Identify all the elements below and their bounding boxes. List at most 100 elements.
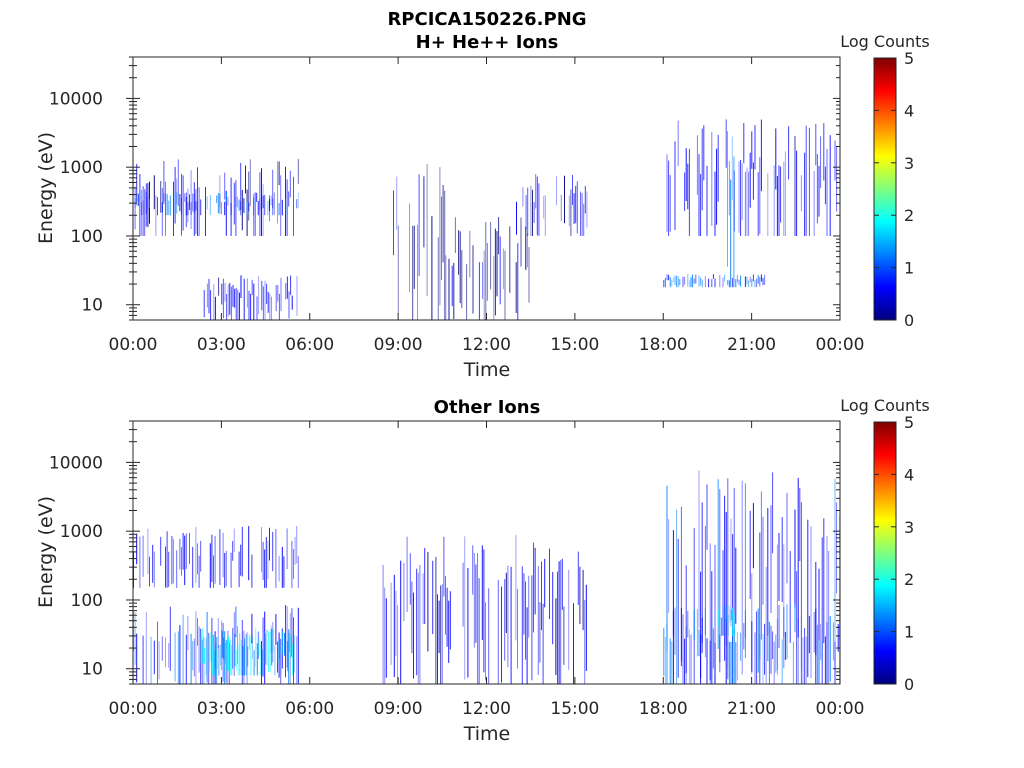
spectrogram-cell bbox=[417, 572, 419, 684]
spectrogram-cell bbox=[290, 635, 292, 659]
spectrogram-cell bbox=[677, 120, 679, 167]
spectrogram-cell bbox=[288, 191, 290, 207]
spectrogram-cell bbox=[200, 635, 202, 663]
spectrogram-cell bbox=[757, 608, 759, 673]
spectrogram-cell bbox=[233, 612, 235, 677]
spectrogram-cell bbox=[584, 600, 586, 684]
spectrogram-cell bbox=[751, 621, 753, 672]
spectrogram-cell bbox=[778, 165, 780, 236]
spectrogram-cell bbox=[243, 198, 245, 213]
spectrogram-cell bbox=[485, 602, 486, 681]
spectrogram-cell bbox=[240, 201, 242, 216]
spectrogram-cell bbox=[221, 202, 222, 215]
spectrogram-cell bbox=[449, 591, 451, 650]
spectrogram-cell bbox=[743, 623, 745, 650]
colorbar-tick-label: 2 bbox=[904, 570, 914, 589]
spectrogram-cell bbox=[528, 247, 530, 303]
spectrogram-cell bbox=[820, 136, 822, 189]
spectrogram-cell bbox=[222, 622, 224, 682]
spectrogram-cell bbox=[182, 614, 184, 684]
spectrogram-cell bbox=[224, 172, 226, 200]
spectrogram-cell bbox=[273, 192, 275, 215]
spectrogram-cell bbox=[226, 294, 228, 320]
colorbar-ticks: 0 1 2 3 4 5 bbox=[874, 413, 914, 694]
spectrogram-cell bbox=[544, 195, 546, 236]
spectrogram-cell bbox=[187, 616, 189, 651]
spectrogram-cell bbox=[250, 636, 252, 676]
spectrogram-cell bbox=[438, 600, 440, 654]
spectrogram-cell bbox=[262, 617, 264, 677]
spectrogram-cell bbox=[760, 119, 762, 192]
spectrogram-cell bbox=[517, 243, 519, 320]
spectrogram-cell bbox=[190, 633, 192, 684]
y-axis: 10 100 1000 10000 bbox=[49, 56, 840, 321]
spectrogram-cell bbox=[149, 199, 150, 208]
spectrogram-cell bbox=[762, 633, 764, 684]
spectrogram-cell bbox=[261, 280, 263, 311]
spectrogram-cell bbox=[824, 166, 826, 205]
spectrogram-cell bbox=[730, 518, 732, 627]
spectrogram-cell bbox=[204, 647, 205, 664]
spectrogram-cell bbox=[672, 277, 674, 283]
spectrogram-cell bbox=[288, 291, 290, 319]
spectrogram-cell bbox=[799, 487, 801, 561]
spectrogram-cell bbox=[134, 612, 136, 665]
x-axis-label: Time bbox=[463, 359, 511, 381]
spectrogram-cell bbox=[197, 192, 198, 202]
spectrogram-cell bbox=[181, 198, 182, 215]
spectrogram-data bbox=[133, 470, 840, 684]
spectrogram-cell bbox=[168, 551, 170, 587]
spectrogram-cell bbox=[264, 549, 266, 588]
spectrogram-cell bbox=[735, 279, 737, 288]
spectrogram-cell bbox=[224, 642, 226, 664]
spectrogram-cell bbox=[232, 631, 234, 676]
spectrogram-cell bbox=[297, 607, 299, 684]
spectrogram-cell bbox=[296, 199, 298, 209]
spectrogram-cell bbox=[805, 636, 807, 684]
spectrogram-cell bbox=[270, 296, 272, 320]
spectrogram-cell bbox=[224, 201, 226, 216]
spectrogram-cell bbox=[714, 278, 716, 288]
spectrogram-cell bbox=[213, 649, 215, 676]
spectrogram-cell bbox=[813, 612, 815, 653]
spectrogram-cell bbox=[279, 637, 281, 658]
spectrogram-cell bbox=[203, 636, 205, 684]
y-tick-label: 1000 bbox=[60, 522, 103, 542]
spectrogram-cell bbox=[510, 566, 512, 684]
spectrogram-cell bbox=[437, 594, 438, 684]
spectrogram-cell bbox=[501, 586, 502, 683]
spectrogram-cell bbox=[775, 634, 777, 673]
spectrogram-cell bbox=[794, 604, 796, 633]
spectrogram-cell bbox=[267, 291, 269, 313]
spectrogram-cell bbox=[211, 618, 213, 684]
spectrogram-cell bbox=[815, 124, 817, 166]
spectrogram-cell bbox=[233, 182, 235, 225]
spectrogram-cell bbox=[773, 641, 775, 684]
spectrogram-cell bbox=[238, 199, 240, 211]
spectrogram-cell bbox=[418, 174, 420, 276]
spectrogram-cell bbox=[271, 628, 273, 666]
spectrogram-cell bbox=[248, 202, 250, 212]
colorbar-tick-label: 4 bbox=[904, 101, 914, 120]
spectrogram-cell bbox=[230, 203, 232, 216]
spectrogram-cell bbox=[711, 618, 713, 684]
spectrogram-cell bbox=[293, 635, 295, 673]
spectrogram-cell bbox=[426, 163, 428, 297]
spectrogram-cell bbox=[760, 491, 762, 640]
spectrogram-cell bbox=[149, 556, 150, 587]
spectrogram-cell bbox=[482, 262, 484, 299]
spectrogram-cell bbox=[269, 199, 270, 211]
spectrogram-cell bbox=[526, 233, 528, 268]
spectrogram-cell bbox=[137, 193, 139, 206]
spectrogram-cell bbox=[730, 609, 732, 621]
spectrogram-cell bbox=[537, 566, 539, 675]
spectrogram-cell bbox=[227, 284, 229, 317]
spectrogram-cell bbox=[240, 639, 242, 676]
spectrogram-cell bbox=[504, 579, 506, 661]
spectrogram-cell bbox=[169, 606, 171, 671]
spectrogram-cell bbox=[826, 149, 828, 236]
spectrogram-cell bbox=[278, 293, 280, 320]
spectrogram-cell bbox=[752, 162, 754, 200]
spectrogram-cell bbox=[390, 582, 392, 665]
spectrogram-cell bbox=[525, 194, 527, 230]
